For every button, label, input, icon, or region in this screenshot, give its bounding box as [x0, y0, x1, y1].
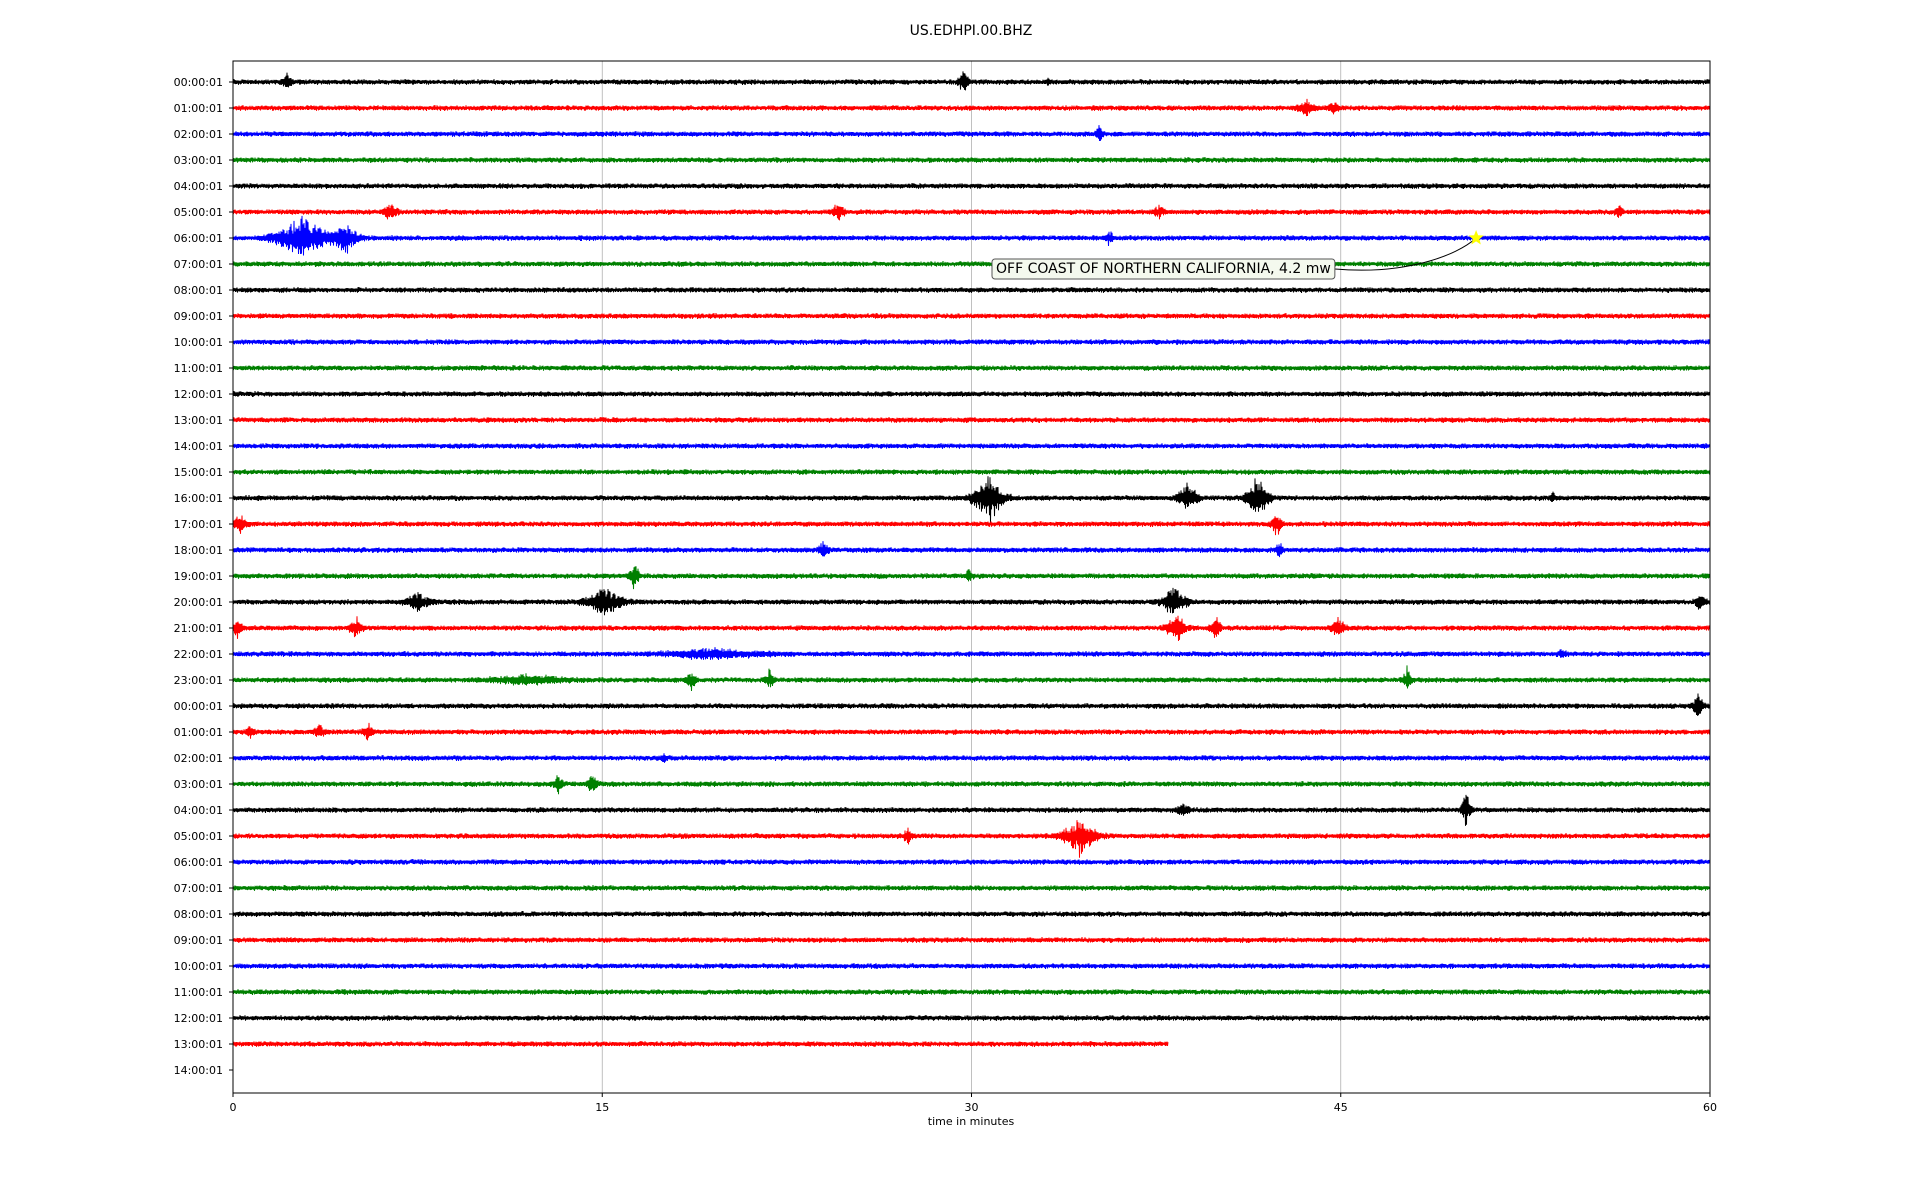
row-time-label: 11:00:01 [174, 986, 223, 999]
seismic-trace [232, 98, 1711, 117]
seismic-trace [232, 157, 1711, 163]
row-time-label: 00:00:01 [174, 700, 223, 713]
row-time-label: 09:00:01 [174, 310, 223, 323]
row-time-label: 05:00:01 [174, 830, 223, 843]
seismic-trace [232, 541, 1711, 558]
row-time-label: 12:00:01 [174, 1012, 223, 1025]
row-time-label: 15:00:01 [174, 466, 223, 479]
row-time-label: 21:00:01 [174, 622, 223, 635]
row-time-label: 14:00:01 [174, 440, 223, 453]
row-time-label: 03:00:01 [174, 154, 223, 167]
seismic-trace [232, 476, 1711, 524]
seismic-trace [232, 125, 1711, 142]
x-tick-label: 60 [1703, 1101, 1717, 1114]
x-tick-label: 15 [595, 1101, 609, 1114]
row-time-label: 19:00:01 [174, 570, 223, 583]
seismic-trace [232, 261, 1711, 267]
seismic-trace [232, 910, 1711, 918]
seismic-trace [232, 338, 1711, 345]
seismic-trace [232, 665, 1711, 692]
row-time-label: 05:00:01 [174, 206, 223, 219]
seismic-trace [232, 693, 1711, 716]
row-time-label: 17:00:01 [174, 518, 223, 531]
seismic-trace [232, 215, 1711, 256]
seismic-trace [232, 587, 1711, 616]
annotation-arrow [1334, 237, 1477, 271]
row-time-label: 04:00:01 [174, 180, 223, 193]
seismic-trace [232, 364, 1711, 372]
event-star-icon [1468, 230, 1484, 245]
annotation-text: OFF COAST OF NORTHERN CALIFORNIA, 4.2 mw [996, 261, 1331, 277]
x-axis-label: time in minutes [928, 1115, 1015, 1128]
seismic-trace [232, 775, 1711, 795]
x-axis-ticks: 0 15 30 45 60 [230, 1093, 1717, 1114]
x-tick-label: 45 [1334, 1101, 1348, 1114]
row-time-label: 10:00:01 [174, 336, 223, 349]
seismic-trace [232, 1041, 1169, 1047]
seismic-trace [232, 204, 1711, 221]
row-time-label: 12:00:01 [174, 388, 223, 401]
seismic-trace [232, 722, 1711, 741]
row-time-label: 07:00:01 [174, 882, 223, 895]
row-time-label: 22:00:01 [174, 648, 223, 661]
x-tick-label: 0 [230, 1101, 237, 1114]
row-time-label: 13:00:01 [174, 414, 223, 427]
row-time-label: 06:00:01 [174, 232, 223, 245]
seismic-trace [232, 312, 1711, 319]
seismic-trace [232, 962, 1711, 969]
trace-group [232, 71, 1711, 1047]
row-time-label: 20:00:01 [174, 596, 223, 609]
seismic-trace [232, 391, 1711, 397]
chart-title: US.EDHPI.00.BHZ [910, 23, 1033, 39]
row-time-label: 03:00:01 [174, 778, 223, 791]
row-time-label: 00:00:01 [174, 76, 223, 89]
row-time-label: 06:00:01 [174, 856, 223, 869]
row-time-label: 18:00:01 [174, 544, 223, 557]
row-time-label: 13:00:01 [174, 1038, 223, 1051]
seismic-trace [232, 515, 1711, 536]
row-time-label: 08:00:01 [174, 284, 223, 297]
row-time-label: 08:00:01 [174, 908, 223, 921]
row-time-label: 01:00:01 [174, 102, 223, 115]
row-time-labels: 00:00:01 01:00:01 02:00:01 03:00:01 04:00:01… [174, 76, 233, 1077]
seismic-trace [232, 417, 1711, 424]
row-time-label: 02:00:01 [174, 752, 223, 765]
seismic-trace [232, 859, 1711, 866]
row-time-label: 10:00:01 [174, 960, 223, 973]
seismic-trace [232, 884, 1711, 891]
event-annotation: OFF COAST OF NORTHERN CALIFORNIA, 4.2 mw [991, 230, 1484, 280]
row-time-label: 02:00:01 [174, 128, 223, 141]
seismic-trace [232, 820, 1711, 858]
seismic-trace [232, 794, 1711, 826]
seismic-trace [232, 615, 1711, 642]
row-time-label: 14:00:01 [174, 1064, 223, 1077]
seismic-trace [232, 1014, 1711, 1022]
seismic-trace [232, 753, 1711, 763]
annotation-box [991, 258, 1336, 280]
row-time-label: 07:00:01 [174, 258, 223, 271]
seismic-trace [232, 936, 1711, 944]
row-time-label: 09:00:01 [174, 934, 223, 947]
x-tick-label: 30 [965, 1101, 979, 1114]
row-time-label: 04:00:01 [174, 804, 223, 817]
seismic-trace [232, 647, 1711, 661]
row-time-label: 11:00:01 [174, 362, 223, 375]
seismic-trace [232, 182, 1711, 190]
row-time-label: 16:00:01 [174, 492, 223, 505]
seismic-trace [232, 442, 1711, 449]
row-time-label: 23:00:01 [174, 674, 223, 687]
seismic-trace [232, 286, 1711, 293]
seismic-trace [232, 71, 1711, 91]
seismic-trace [232, 469, 1711, 475]
seismic-trace [232, 566, 1711, 590]
row-time-label: 01:00:01 [174, 726, 223, 739]
seismic-trace [232, 988, 1711, 996]
